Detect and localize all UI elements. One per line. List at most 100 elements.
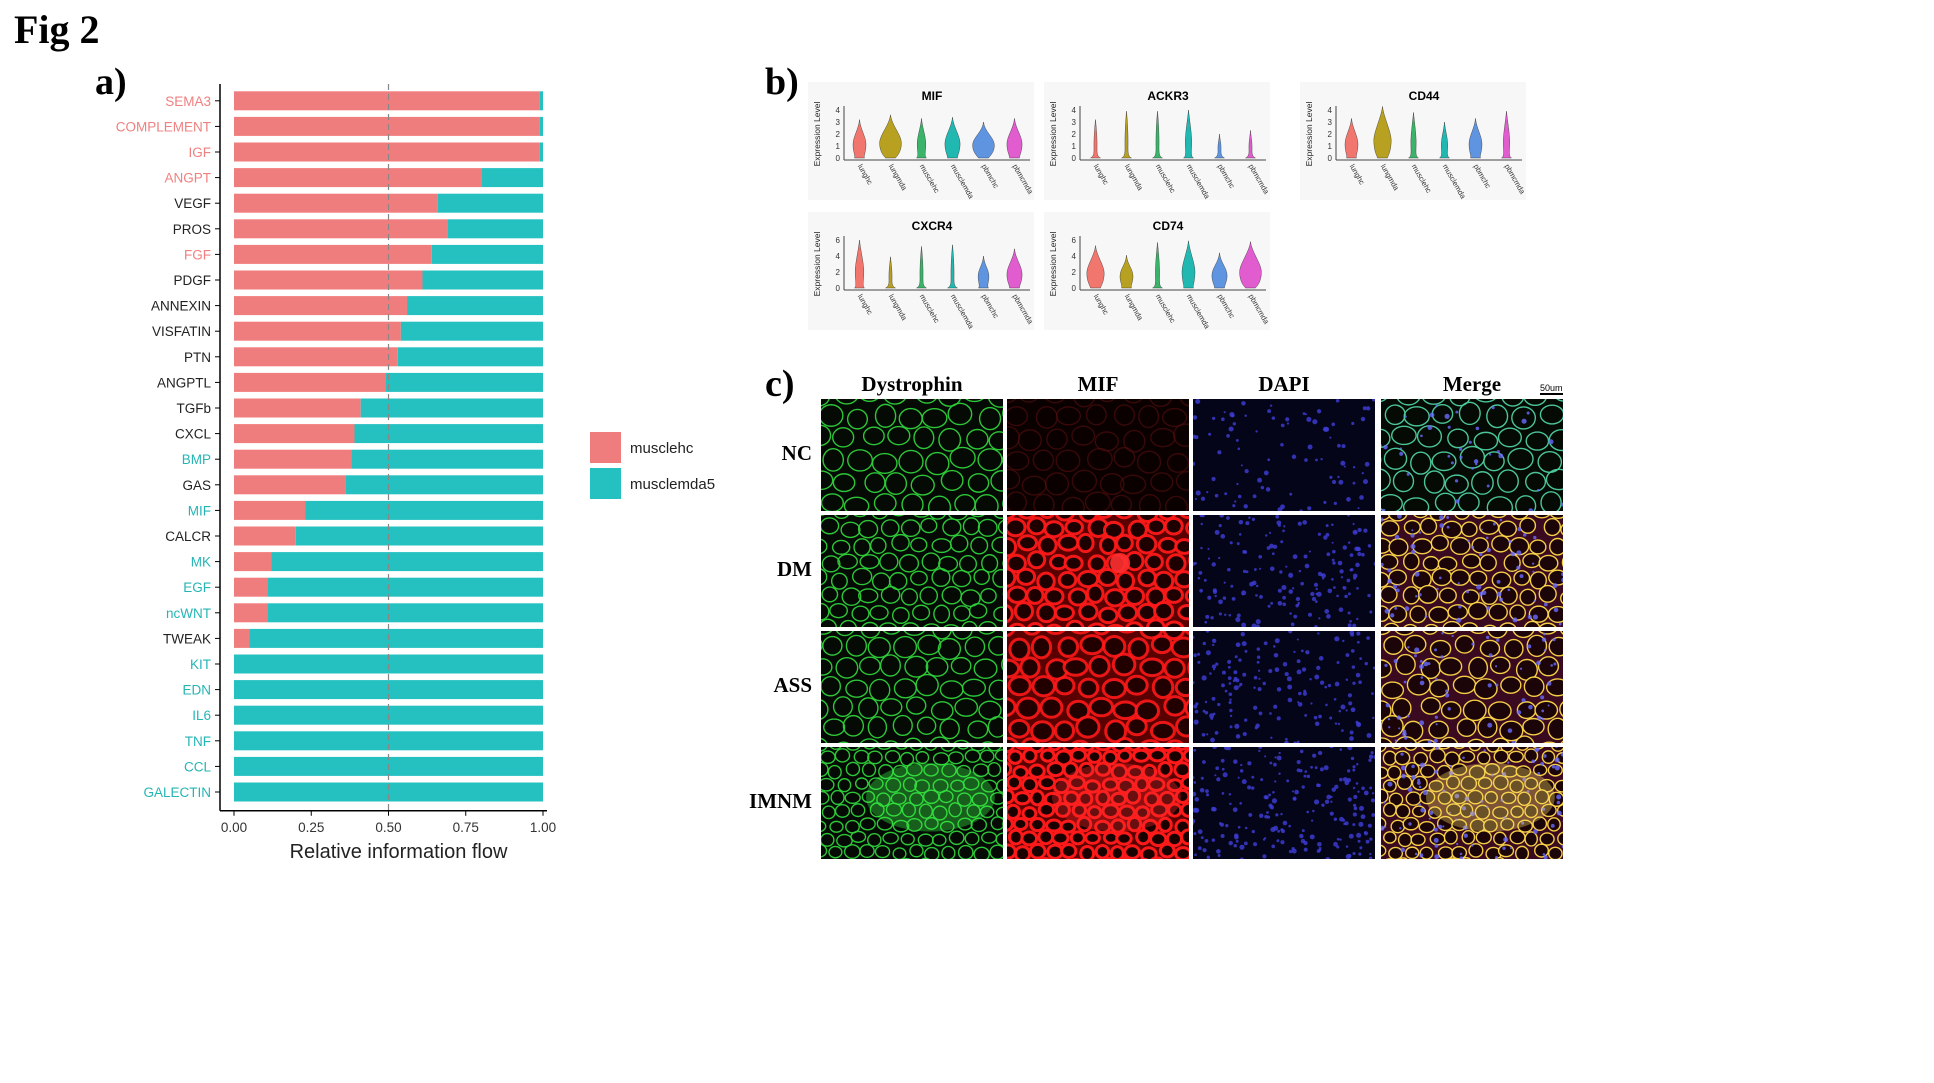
image-nc-dystrophin bbox=[820, 398, 1004, 512]
bar-musclehc-visfatin bbox=[234, 321, 401, 341]
y-tick-label: CXCL bbox=[175, 427, 212, 442]
bar-musclehc-bmp bbox=[234, 449, 352, 469]
tile-background bbox=[1192, 398, 1376, 512]
y-tick-label: GALECTIN bbox=[143, 785, 211, 800]
bar-musclehc-angpt bbox=[234, 168, 482, 188]
bar-musclemda5-tgfb bbox=[360, 398, 543, 418]
y-tick-label: ncWNT bbox=[166, 606, 211, 621]
y-tick-label: COMPLEMENT bbox=[116, 119, 211, 134]
bar-musclemda5-angptl bbox=[385, 372, 543, 392]
bar-musclehc-calcr bbox=[234, 526, 296, 546]
x-tick-label: 1.00 bbox=[530, 820, 556, 835]
x-tick-label: 0.00 bbox=[221, 820, 247, 835]
bar-musclehc-tgfb bbox=[234, 398, 361, 418]
bar-musclehc-fgf bbox=[234, 244, 432, 264]
x-tick-label: 0.50 bbox=[375, 820, 401, 835]
bar-musclemda5-tweak bbox=[249, 628, 543, 648]
bar-musclemda5-cxcl bbox=[354, 424, 543, 444]
image-ass-mif bbox=[1006, 630, 1190, 744]
bar-musclehc-ncwnt bbox=[234, 603, 268, 623]
image-nc-mif bbox=[1006, 398, 1190, 512]
y-tick-label: EDN bbox=[182, 683, 211, 698]
y-tick-label: KIT bbox=[190, 657, 211, 672]
bar-musclehc-pdgf bbox=[234, 270, 423, 290]
y-tick-label: ANGPT bbox=[164, 171, 211, 186]
tile-background bbox=[1192, 630, 1376, 744]
bar-musclehc-gas bbox=[234, 475, 346, 495]
row-header-dm: DM bbox=[777, 557, 812, 581]
image-dm-merge bbox=[1380, 514, 1564, 628]
y-tick-label: CALCR bbox=[165, 529, 211, 544]
legend-swatch-musclehc bbox=[590, 432, 621, 463]
column-header-mif: MIF bbox=[1077, 372, 1119, 396]
bar-musclehc-mk bbox=[234, 552, 272, 572]
bar-musclemda5-calcr bbox=[295, 526, 543, 546]
bar-musclemda5-visfatin bbox=[400, 321, 543, 341]
bar-musclemda5-pros bbox=[447, 219, 543, 239]
y-tick-label: EGF bbox=[183, 580, 211, 595]
bar-musclehc-tweak bbox=[234, 628, 250, 648]
row-header-imnm: IMNM bbox=[749, 789, 812, 813]
image-imnm-dystrophin bbox=[820, 746, 1004, 860]
bar-musclehc-annexin bbox=[234, 296, 408, 316]
y-tick-label: PDGF bbox=[173, 273, 211, 288]
bar-musclemda5-ptn bbox=[397, 347, 543, 367]
y-tick-label: MK bbox=[191, 555, 211, 570]
figure-title: Fig 2 bbox=[14, 7, 100, 52]
y-tick-label: TWEAK bbox=[163, 631, 211, 646]
bar-musclehc-angptl bbox=[234, 372, 386, 392]
panel-b-label: b) bbox=[765, 61, 799, 103]
x-tick-label: 0.25 bbox=[298, 820, 324, 835]
y-tick-label: BMP bbox=[182, 452, 211, 467]
y-tick-label: PTN bbox=[184, 350, 211, 365]
tile-background bbox=[1192, 514, 1376, 628]
y-tick-label: ANNEXIN bbox=[151, 299, 211, 314]
image-dm-dapi bbox=[1192, 514, 1376, 628]
bar-musclemda5-bmp bbox=[351, 449, 543, 469]
bar-musclehc-pros bbox=[234, 219, 448, 239]
bar-musclemda5-sema3 bbox=[539, 91, 543, 111]
bar-musclemda5-complement bbox=[539, 116, 543, 136]
bar-musclehc-igf bbox=[234, 142, 540, 162]
row-header-ass: ASS bbox=[773, 673, 812, 697]
bar-musclehc-mif bbox=[234, 500, 306, 520]
image-dm-dystrophin bbox=[820, 514, 1004, 628]
information-flow-chart: SEMA3 COMPLEMENT IGF ANGPT VEGF PROS FGF PDGF AN… bbox=[116, 84, 715, 863]
panel-c-label: c) bbox=[765, 363, 795, 405]
y-tick-label: FGF bbox=[184, 247, 211, 262]
legend-label-musclemda5: musclemda5 bbox=[630, 476, 715, 493]
bar-musclemda5-fgf bbox=[431, 244, 543, 264]
image-ass-dystrophin bbox=[820, 630, 1004, 744]
image-ass-merge bbox=[1380, 630, 1564, 744]
row-header-nc: NC bbox=[781, 441, 812, 465]
bar-musclemda5-mif bbox=[305, 500, 543, 520]
bar-musclehc-ptn bbox=[234, 347, 398, 367]
bar-musclemda5-vegf bbox=[437, 193, 543, 213]
bar-musclemda5-igf bbox=[539, 142, 543, 162]
y-tick-label: IL6 bbox=[192, 708, 211, 723]
bar-musclehc-complement bbox=[234, 116, 540, 136]
image-imnm-mif bbox=[1006, 746, 1190, 860]
legend-swatch-musclemda5 bbox=[590, 468, 621, 499]
x-tick-label: 0.75 bbox=[453, 820, 479, 835]
image-nc-merge bbox=[1380, 398, 1564, 512]
bar-musclehc-cxcl bbox=[234, 424, 355, 444]
bar-musclemda5-pdgf bbox=[422, 270, 543, 290]
y-tick-label: MIF bbox=[188, 503, 211, 518]
y-tick-label: GAS bbox=[182, 478, 211, 493]
bar-musclehc-egf bbox=[234, 577, 268, 597]
bar-musclemda5-annexin bbox=[407, 296, 543, 316]
image-ass-dapi bbox=[1192, 630, 1376, 744]
panel-a-label: a) bbox=[95, 61, 127, 103]
y-tick-label: VEGF bbox=[174, 196, 211, 211]
y-tick-label: TGFb bbox=[176, 401, 211, 416]
y-tick-label: ANGPTL bbox=[157, 375, 212, 390]
y-tick-label: TNF bbox=[185, 734, 211, 749]
bar-musclemda5-angpt bbox=[481, 168, 543, 188]
tile-background bbox=[820, 398, 1004, 512]
bar-musclemda5-ncwnt bbox=[267, 603, 543, 623]
scale-bar: 50um bbox=[1540, 383, 1563, 395]
x-axis-label: Relative information flow bbox=[290, 841, 508, 863]
column-header-dystrophin: Dystrophin bbox=[861, 372, 963, 396]
